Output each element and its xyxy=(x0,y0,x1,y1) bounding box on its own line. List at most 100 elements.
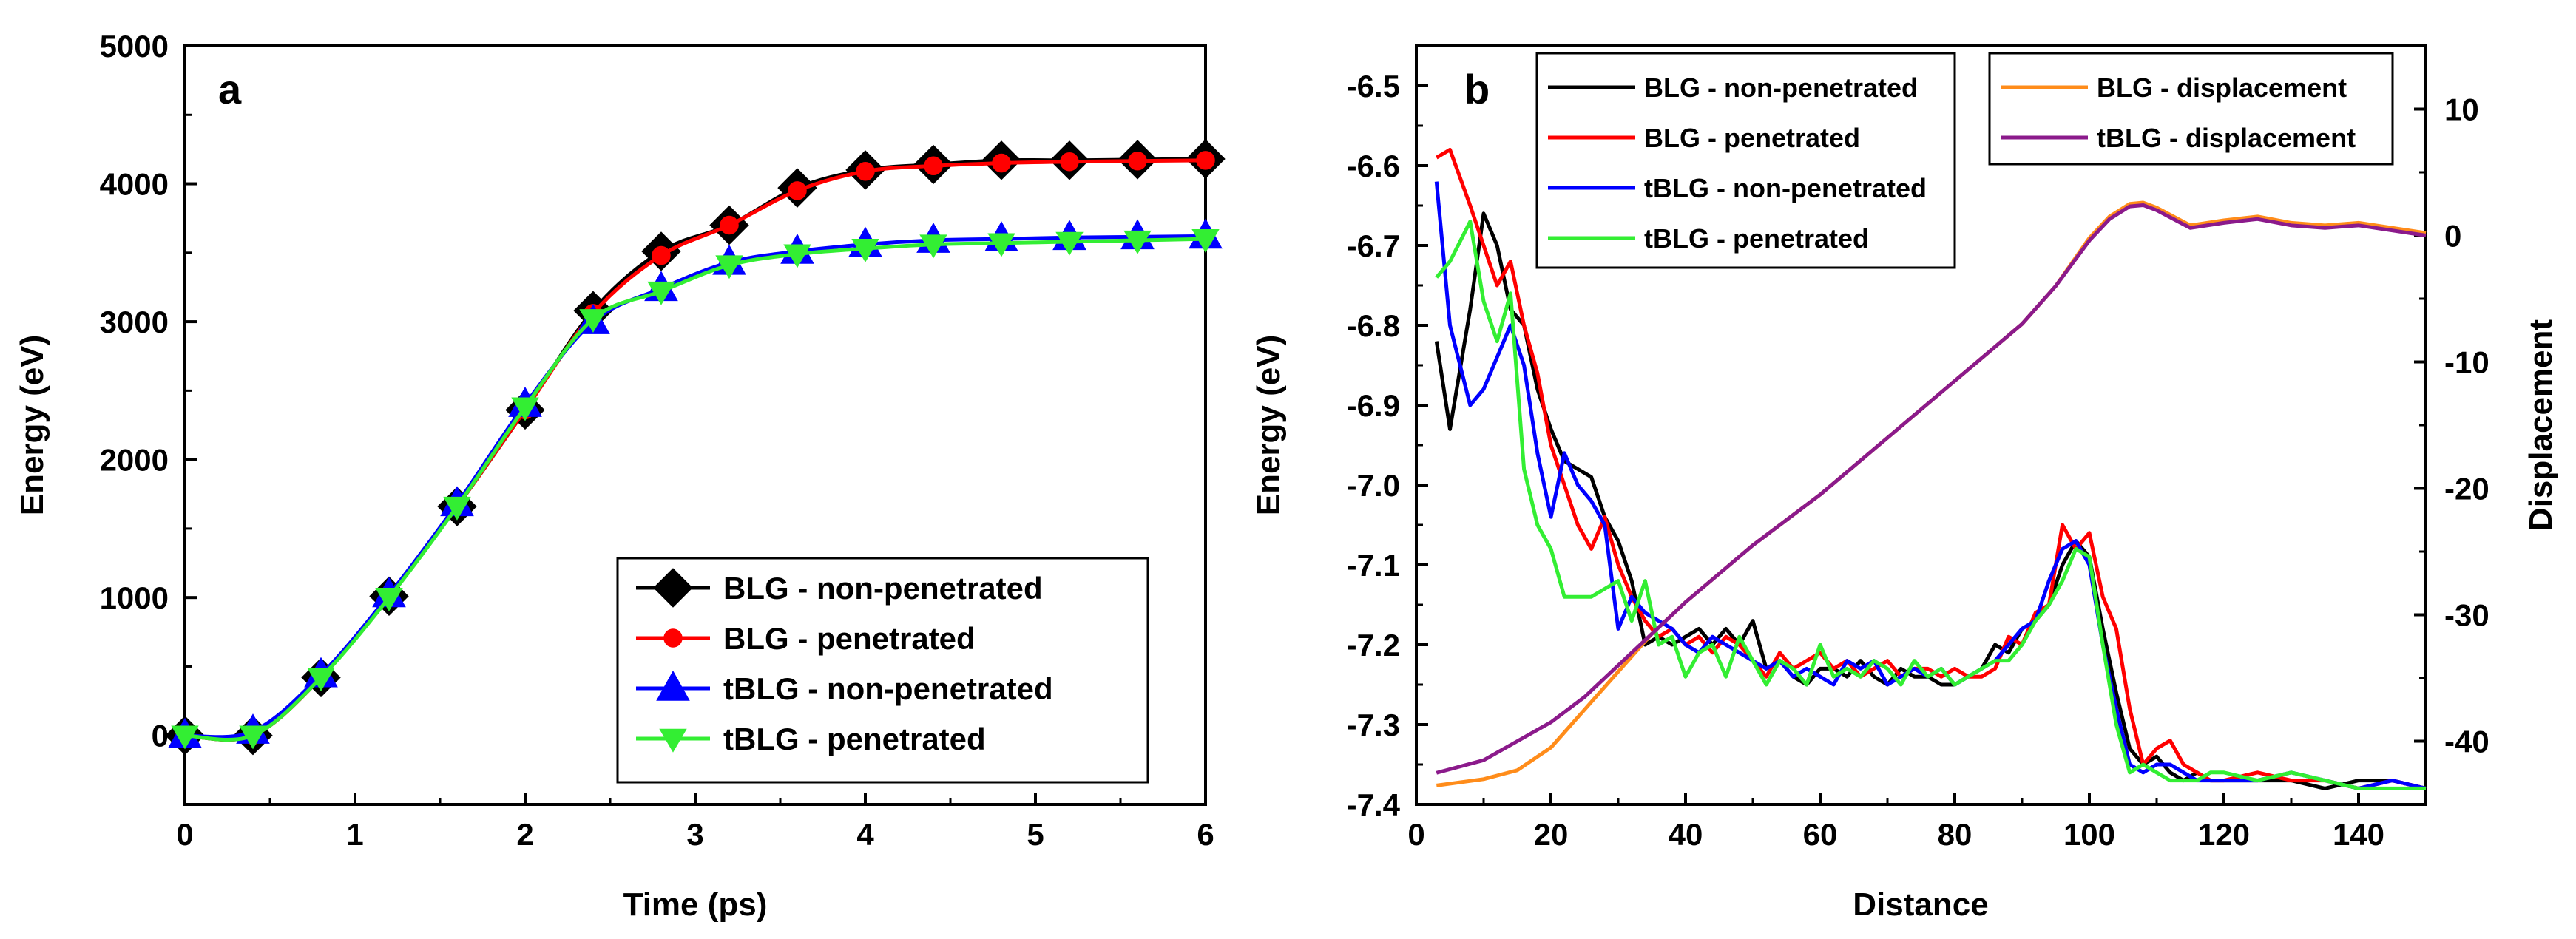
panel-a-data-point xyxy=(239,725,267,750)
panel-a-data-point xyxy=(987,233,1015,257)
panel-a-data-point xyxy=(783,244,811,268)
panel-b-series-line xyxy=(1435,220,2426,790)
panel-a-data-point xyxy=(171,725,199,750)
panel-a-data-point xyxy=(1055,231,1084,256)
panel-a-data-point xyxy=(856,161,875,181)
panel-b-y2-tick-label: -30 xyxy=(2444,598,2489,633)
panel-a-data-point xyxy=(720,215,739,235)
panel-b-y2label: Displacement xyxy=(2523,319,2559,531)
panel-b-y-tick-label: -7.1 xyxy=(1347,548,1400,583)
panel-b-x-tick-label: 140 xyxy=(2333,817,2384,852)
panel-a-data-point xyxy=(924,156,943,176)
panel-b-legend-label: BLG - penetrated xyxy=(1644,123,1860,153)
panel-a-x-tick-label: 3 xyxy=(686,817,703,852)
panel-b-legend-label: tBLG - penetrated xyxy=(1644,223,1869,254)
panel-b-legend-box-right xyxy=(1988,52,2394,166)
panel-a-legend-items: BLG - non-penetrated BLG - penetrated tBLG… xyxy=(636,568,1053,756)
panel-a-data-point xyxy=(1191,228,1220,253)
panel-b-series-line xyxy=(1436,147,2427,790)
panel-b-x-tick-label: 40 xyxy=(1669,817,1703,852)
panel-b-y-tick-label: -6.9 xyxy=(1347,388,1400,423)
panel-b-y2-tick-label: -40 xyxy=(2444,725,2489,759)
panel-a-legend-swatch-marker xyxy=(653,568,693,608)
panel-a-x-tick-label: 1 xyxy=(346,817,363,852)
panel-b-x-tick-label: 100 xyxy=(2063,817,2115,852)
panel-a-ticks: 0 1 2 3 4 5 6 0 1000 2000 3000 4000 5000 xyxy=(100,29,1214,852)
panel-a-label: a xyxy=(218,66,242,112)
panel-b-legend: BLG - non-penetrated BLG - penetrated tBLG… xyxy=(1535,52,2394,269)
panel-b-y-tick-label: -6.7 xyxy=(1347,228,1400,263)
panel-a-data-point xyxy=(851,239,879,262)
panel-b-y-tick-label: -7.3 xyxy=(1347,708,1400,742)
panel-b-series-line xyxy=(1434,211,2427,790)
panel-a-x-tick-label: 6 xyxy=(1197,817,1214,852)
panel-a-xlabel: Time (ps) xyxy=(623,887,768,923)
panel-a-data-point xyxy=(1128,152,1147,171)
panel-a-legend-swatch-marker xyxy=(659,728,687,753)
panel-a-y-tick-label: 4000 xyxy=(100,167,169,202)
panel-a-data-point xyxy=(511,397,539,421)
panel-a-legend-label: tBLG - non-penetrated xyxy=(723,671,1053,706)
panel-a-y-tick-label: 5000 xyxy=(100,29,169,64)
panel-a-legend: BLG - non-penetrated BLG - penetrated tBLG… xyxy=(616,557,1149,784)
panel-b-legend-label: BLG - non-penetrated xyxy=(1644,72,1918,103)
panel-b-series-line xyxy=(1436,203,2427,775)
panel-a-legend-swatch-marker xyxy=(656,671,690,701)
panel-a-legend-box xyxy=(616,557,1149,784)
panel-a-data-point xyxy=(443,496,471,521)
panel-a-data-point xyxy=(788,181,807,200)
panel-b-legend-label: tBLG - non-penetrated xyxy=(1644,173,1927,203)
panel-a-x-tick-label: 0 xyxy=(176,817,193,852)
panel-a-data-point xyxy=(307,668,335,692)
panel-b-y-tick-label: -7.4 xyxy=(1347,787,1401,822)
panel-a-y-tick-label: 1000 xyxy=(100,580,169,615)
panel-a-legend-label: tBLG - penetrated xyxy=(723,722,986,756)
panel-b-x-tick-label: 120 xyxy=(2198,817,2250,852)
panel-a-data-point xyxy=(992,153,1011,173)
panel-b-y-tick-label: -7.0 xyxy=(1347,468,1400,503)
panel-a-data-point xyxy=(579,309,607,333)
panel-a-x-tick-label: 5 xyxy=(1027,817,1044,852)
panel-b-x-tick-label: 20 xyxy=(1534,817,1569,852)
panel-b-y2-tick-label: 10 xyxy=(2444,92,2479,127)
panel-a-ylabel: Energy (eV) xyxy=(14,335,50,516)
panel-b-ylabel: Energy (eV) xyxy=(1251,335,1287,516)
panel-b-ticks: 0 20 40 60 80 100 120 140-7.4-7.3-7.2-7.1-7.0-6… xyxy=(1347,69,2489,852)
panel-b-y2-tick-label: -10 xyxy=(2444,345,2489,380)
panel-b-x-tick-label: 60 xyxy=(1803,817,1838,852)
panel-b-y2-tick-label: 0 xyxy=(2444,219,2461,254)
panel-a: 0 1 2 3 4 5 6 0 1000 2000 3000 4000 5000 a Time (ps)… xyxy=(14,29,1226,923)
panel-b-y-tick-label: -7.2 xyxy=(1347,628,1400,662)
panel-b-xlabel: Distance xyxy=(1853,887,1988,923)
panel-a-y-tick-label: 2000 xyxy=(100,443,169,478)
panel-b-y-tick-label: -6.5 xyxy=(1347,69,1400,104)
panel-a-series xyxy=(165,139,1226,756)
panel-b-x-tick-label: 0 xyxy=(1407,817,1424,852)
panel-b-legend-label: BLG - displacement xyxy=(2097,72,2347,103)
panel-b-y2-tick-label: -20 xyxy=(2444,472,2489,506)
panel-a-data-point xyxy=(1196,151,1215,170)
panel-a-data-point xyxy=(652,245,671,265)
panel-a-data-point xyxy=(919,234,947,259)
panel-a-legend-swatch-marker xyxy=(663,628,683,648)
panel-b-x-tick-label: 80 xyxy=(1938,817,1972,852)
panel-a-x-tick-label: 2 xyxy=(516,817,533,852)
panel-b-legend-items: BLG - non-penetrated BLG - penetrated tBLG… xyxy=(1548,72,2356,254)
panel-a-data-point xyxy=(375,587,403,611)
panel-a-data-point xyxy=(715,255,743,279)
panel-a-y-tick-label: 3000 xyxy=(100,305,169,339)
panel-b-series xyxy=(1434,147,2427,790)
panel-a-legend-label: BLG - non-penetrated xyxy=(723,571,1043,606)
panel-b-label: b xyxy=(1464,66,1490,112)
panel-a-data-point xyxy=(1123,230,1152,254)
panel-a-data-point xyxy=(1060,152,1079,172)
panel-a-legend-label: BLG - penetrated xyxy=(723,621,976,656)
panel-a-data-point xyxy=(647,281,675,305)
panel-b-y-tick-label: -6.8 xyxy=(1347,308,1400,343)
panel-b: 0 20 40 60 80 100 120 140-7.4-7.3-7.2-7.1-7.0-6… xyxy=(1251,44,2559,923)
panel-a-x-tick-label: 4 xyxy=(856,817,874,852)
panel-b-legend-label: tBLG - displacement xyxy=(2097,123,2356,153)
panel-b-y-tick-label: -6.6 xyxy=(1347,149,1400,183)
panel-a-y-tick-label: 0 xyxy=(152,719,169,753)
